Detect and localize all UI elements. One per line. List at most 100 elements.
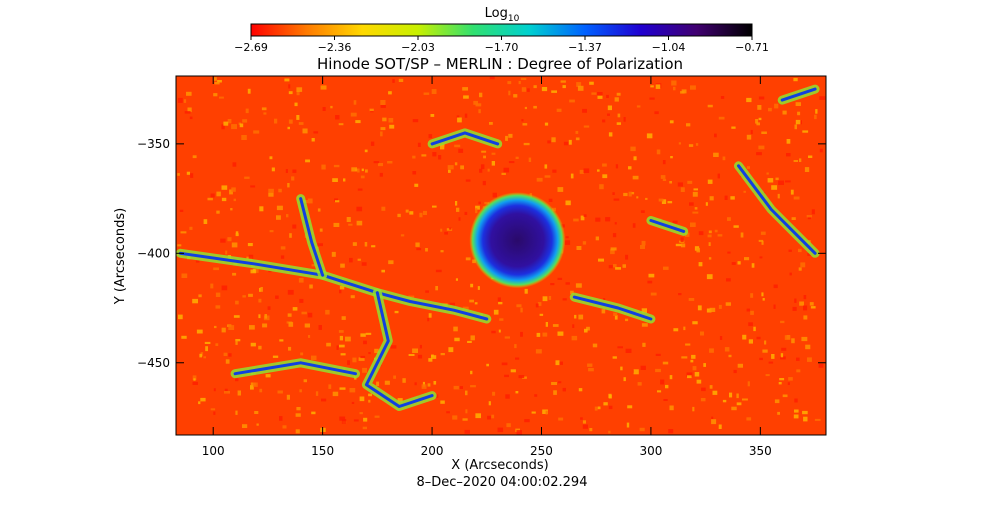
- field-speck: [583, 168, 590, 173]
- field-speck: [819, 96, 826, 100]
- field-speck: [221, 185, 228, 190]
- field-speck: [667, 201, 673, 204]
- field-speck: [358, 357, 365, 361]
- field-speck: [438, 155, 442, 160]
- field-speck: [308, 335, 311, 338]
- field-speck: [520, 77, 527, 80]
- field-speck: [516, 304, 522, 308]
- field-speck: [669, 375, 673, 380]
- field-speck: [177, 97, 183, 103]
- field-speck: [663, 266, 669, 270]
- field-speck: [669, 120, 674, 124]
- field-speck: [473, 100, 478, 105]
- field-speck: [724, 195, 728, 200]
- field-speck: [706, 274, 713, 280]
- field-speck: [215, 305, 221, 309]
- network-lane-core: [780, 87, 817, 102]
- field-speck: [318, 325, 322, 330]
- field-speck: [497, 297, 501, 302]
- field-speck: [574, 314, 577, 319]
- field-speck: [482, 180, 486, 186]
- field-speck: [814, 114, 817, 120]
- field-speck: [363, 340, 367, 345]
- field-speck: [352, 242, 357, 246]
- field-speck: [317, 243, 323, 247]
- field-speck: [223, 352, 228, 356]
- field-speck: [431, 89, 437, 94]
- field-speck: [351, 401, 355, 404]
- field-speck: [698, 231, 704, 236]
- field-speck: [259, 287, 262, 292]
- field-speck: [434, 394, 439, 398]
- field-speck: [489, 76, 495, 80]
- field-speck: [766, 172, 769, 175]
- field-speck: [645, 197, 648, 200]
- field-speck: [793, 77, 798, 82]
- field-speck: [477, 286, 480, 290]
- colorbar-tick-label: −0.71: [735, 41, 769, 54]
- field-speck: [479, 92, 483, 98]
- field-speck: [788, 249, 792, 252]
- field-speck: [803, 416, 808, 422]
- field-speck: [562, 85, 566, 89]
- field-speck: [736, 393, 739, 399]
- field-speck: [650, 85, 654, 88]
- field-speck: [462, 306, 469, 311]
- field-speck: [364, 149, 368, 153]
- field-speck: [689, 202, 694, 206]
- field-speck: [697, 305, 702, 311]
- field-speck: [733, 369, 737, 374]
- field-speck: [227, 237, 232, 242]
- field-speck: [584, 328, 588, 333]
- field-speck: [288, 322, 294, 327]
- field-speck: [287, 313, 292, 317]
- field-speck: [613, 198, 620, 201]
- field-speck: [587, 363, 593, 367]
- network-lane-core: [737, 164, 817, 255]
- field-speck: [339, 335, 343, 341]
- field-speck: [613, 312, 618, 316]
- field-speck: [248, 254, 254, 259]
- field-speck: [515, 156, 519, 159]
- field-speck: [462, 87, 468, 91]
- field-speck: [256, 423, 259, 426]
- field-speck: [765, 374, 770, 377]
- field-speck: [227, 119, 232, 124]
- field-speck: [707, 234, 712, 238]
- field-speck: [724, 347, 730, 352]
- field-speck: [522, 376, 527, 379]
- field-speck: [797, 111, 801, 116]
- field-speck: [415, 242, 420, 247]
- field-speck: [470, 385, 476, 388]
- field-speck: [595, 236, 599, 241]
- field-speck: [435, 286, 438, 291]
- field-speck: [189, 226, 193, 230]
- field-speck: [221, 197, 227, 202]
- field-speck: [750, 129, 753, 135]
- field-speck: [558, 381, 562, 384]
- field-speck: [681, 243, 686, 248]
- field-speck: [703, 363, 706, 367]
- field-speck: [589, 81, 594, 85]
- field-speck: [269, 156, 273, 160]
- field-speck: [793, 196, 800, 200]
- field-speck: [720, 96, 725, 99]
- field-speck: [412, 171, 417, 175]
- field-speck: [698, 262, 703, 267]
- field-speck: [233, 315, 240, 318]
- field-speck: [669, 181, 672, 184]
- field-speck: [760, 231, 766, 235]
- field-speck: [733, 225, 739, 228]
- field-speck: [552, 324, 559, 327]
- field-speck: [731, 262, 736, 265]
- field-speck: [276, 205, 283, 211]
- field-speck: [692, 191, 698, 197]
- field-speck: [472, 259, 476, 264]
- field-speck: [307, 198, 313, 204]
- field-speck: [453, 385, 460, 390]
- field-speck: [617, 113, 621, 118]
- field-speck: [680, 187, 685, 192]
- field-speck: [758, 117, 762, 121]
- field-speck: [669, 405, 674, 411]
- field-speck: [350, 112, 357, 117]
